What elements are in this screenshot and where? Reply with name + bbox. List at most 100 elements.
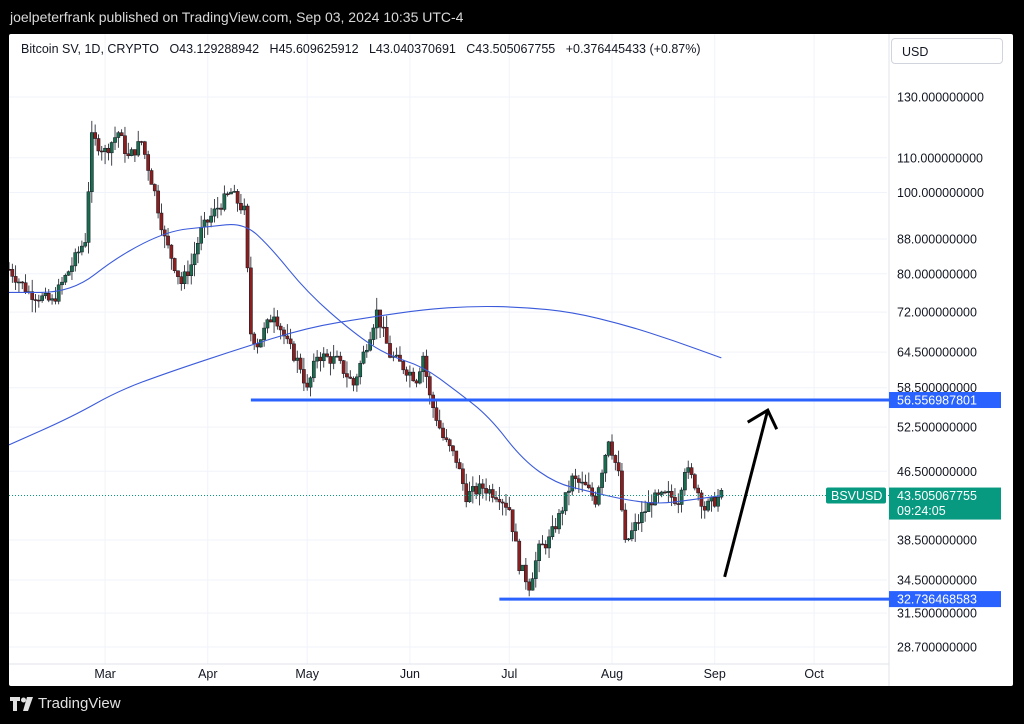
candle-body (36, 299, 41, 302)
candle (159, 203, 164, 236)
candle (36, 294, 41, 308)
candle-body (186, 271, 190, 276)
candle-body (378, 309, 382, 328)
candle-body (83, 242, 88, 247)
currency-button[interactable]: USD (891, 38, 1003, 64)
candle-body (457, 462, 462, 470)
candle (358, 360, 363, 385)
level-label-bg (889, 392, 1001, 409)
candle-body (719, 490, 724, 498)
candle-body (616, 462, 621, 472)
candle-body (196, 242, 200, 255)
candlestick-chart[interactable]: BSVUSD 130.000000000 110.000000000 100.0000… (9, 34, 1013, 686)
candle (209, 207, 213, 228)
candle-body (106, 147, 111, 154)
candle (454, 450, 459, 469)
candle-body (560, 510, 565, 514)
legend-low: L43.040370691 (368, 42, 456, 56)
candle (477, 475, 482, 506)
legend-change: +0.376445433 (+0.87%) (565, 42, 701, 56)
candle (262, 322, 266, 347)
candle-body (89, 132, 94, 192)
candle (484, 478, 488, 501)
candle (686, 460, 691, 479)
candle-body (586, 484, 591, 489)
candle-body (520, 564, 525, 571)
candle (374, 297, 379, 340)
candle-body (242, 205, 247, 211)
candle-body (146, 154, 151, 171)
candle-body (225, 193, 230, 195)
price-tick-label: 31.500000000 (897, 607, 977, 621)
candle-body (202, 219, 207, 228)
candle (17, 278, 21, 293)
candle (384, 315, 389, 344)
candle-body (321, 353, 326, 362)
candle (30, 279, 35, 313)
candle (408, 365, 412, 388)
candle-body (328, 356, 333, 364)
candle-body (99, 150, 104, 153)
legend-symbol[interactable]: Bitcoin SV, 1D, CRYPTO (21, 42, 160, 56)
candle-body (73, 252, 78, 267)
price-tick-label: 110.000000000 (897, 151, 983, 165)
candle (278, 323, 283, 340)
candle (136, 130, 141, 157)
candle-body (414, 380, 419, 384)
candle (265, 318, 270, 334)
candle (232, 184, 237, 193)
candle-body (659, 491, 664, 495)
candle-body (109, 142, 114, 154)
candle (709, 496, 714, 512)
price-tick-label: 130.000000000 (897, 90, 984, 104)
candle (139, 140, 144, 146)
candle (593, 491, 598, 508)
candle-body (311, 360, 316, 379)
publisher-text: joelpeterfrank published on TradingView.… (10, 9, 464, 25)
candle (222, 185, 227, 212)
candle-body (116, 132, 121, 138)
candle-body (255, 343, 260, 348)
legend-close: C43.505067755 (466, 42, 556, 56)
candle (583, 474, 588, 486)
candle-body (712, 497, 717, 507)
candles-group (9, 120, 724, 597)
candle-body (577, 478, 581, 483)
candle (40, 292, 44, 303)
candle (712, 491, 717, 508)
price-tick-label: 72.000000000 (897, 306, 977, 320)
candle-body (179, 276, 184, 284)
candle (295, 350, 300, 374)
candle-body (348, 376, 353, 379)
candle (467, 481, 472, 503)
candle (186, 260, 190, 285)
candle-body (477, 483, 482, 495)
candle-body (113, 137, 117, 143)
chart-panel[interactable]: BSVUSD 130.000000000 110.000000000 100.0000… (9, 34, 1013, 686)
candle-body (133, 149, 137, 156)
candle-body (249, 267, 253, 335)
candle-body (424, 355, 429, 377)
candle-body (527, 581, 532, 591)
candle (461, 463, 465, 491)
candle-body (136, 141, 141, 156)
candle-body (646, 502, 651, 512)
candle-body (467, 491, 472, 503)
candle (649, 494, 654, 518)
candle-body (633, 522, 638, 531)
candle (676, 493, 681, 514)
candle (103, 144, 107, 165)
candle-body (507, 507, 512, 510)
candle-body (666, 490, 671, 493)
candle-body (298, 357, 303, 370)
candle (517, 538, 522, 575)
candle-body (461, 468, 465, 484)
candle-body (673, 497, 677, 504)
candle-body (80, 245, 84, 253)
candle (719, 488, 724, 500)
symbol-tag-bg (826, 487, 886, 504)
candle (325, 348, 329, 358)
candle (527, 578, 532, 597)
candle (547, 529, 551, 558)
candle (152, 183, 157, 197)
